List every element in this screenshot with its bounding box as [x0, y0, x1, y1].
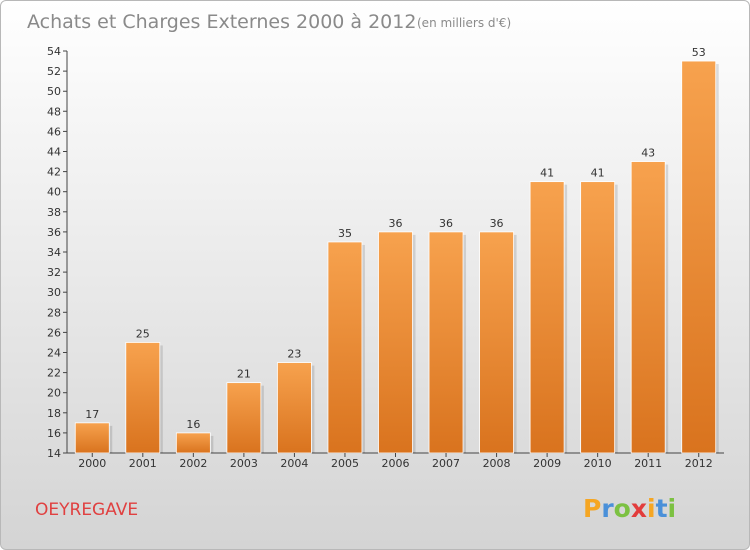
- value-label-2001: 25: [136, 327, 150, 340]
- y-tick-label: 18: [47, 407, 61, 420]
- x-tick-label-2008: 2008: [483, 457, 511, 470]
- logo-letter: t: [656, 494, 668, 523]
- bar-2004: [277, 362, 312, 454]
- x-tick-label-2011: 2011: [634, 457, 662, 470]
- logo-letter: o: [614, 494, 631, 523]
- proxiti-logo: Proxiti: [583, 494, 676, 523]
- x-tick-label-2004: 2004: [280, 457, 308, 470]
- x-tick-label-2002: 2002: [179, 457, 207, 470]
- y-tick-label: 28: [47, 306, 61, 319]
- logo-letter: x: [631, 494, 647, 523]
- y-tick-label: 34: [47, 246, 61, 259]
- y-ticks: 14 16 18 20 22 24 26 28 30 32 34 36 38 40 42 44 46 48 50 52…: [47, 45, 67, 460]
- x-tick-label-2007: 2007: [432, 457, 460, 470]
- value-label-2008: 36: [490, 217, 504, 230]
- value-label-2003: 21: [237, 368, 251, 381]
- x-tick-label-2005: 2005: [331, 457, 359, 470]
- logo-letter: i: [668, 494, 677, 523]
- bar-2012: [681, 60, 717, 454]
- bars: 17 25 16 21 23 35 36 36 36 41 41 43 53: [74, 46, 719, 454]
- x-tick-label-2009: 2009: [533, 457, 561, 470]
- x-tick-label-2012: 2012: [685, 457, 713, 470]
- bar-2005: [327, 241, 363, 454]
- bar-2007: [428, 231, 464, 454]
- y-tick-label: 36: [47, 226, 61, 239]
- y-tick-label: 32: [47, 266, 61, 279]
- y-tick-label: 46: [47, 125, 61, 138]
- bar-2003: [226, 382, 262, 454]
- x-tick-label-2000: 2000: [78, 457, 106, 470]
- value-label-2002: 16: [186, 418, 200, 431]
- y-tick-label: 16: [47, 427, 61, 440]
- logo-letter: P: [583, 494, 601, 523]
- bar-2010: [580, 181, 616, 454]
- y-tick-label: 22: [47, 367, 61, 380]
- y-tick-label: 42: [47, 166, 61, 179]
- y-tick-label: 20: [47, 387, 61, 400]
- bar-2001: [125, 342, 161, 454]
- x-ticks: 2000 2001 2002 2003 2004 2005 2006 2007 2008 2009…: [78, 453, 713, 470]
- y-tick-label: 52: [47, 65, 61, 78]
- y-tick-label: 50: [47, 85, 61, 98]
- value-label-2007: 36: [439, 217, 453, 230]
- value-label-2011: 43: [641, 147, 655, 160]
- y-tick-label: 30: [47, 286, 61, 299]
- y-tick-label: 24: [47, 347, 61, 360]
- bar-2002: [175, 432, 211, 454]
- value-label-2012: 53: [692, 46, 706, 59]
- chart-title: Achats et Charges Externes 2000 à 2012: [27, 11, 416, 33]
- commune-name: OEYREGAVE: [35, 500, 138, 520]
- y-tick-label: 38: [47, 206, 61, 219]
- bar-2006: [378, 231, 413, 454]
- y-tick-label: 44: [47, 146, 61, 159]
- x-tick-label-2010: 2010: [584, 457, 612, 470]
- bar-2000: [74, 422, 110, 454]
- y-tick-label: 14: [47, 447, 61, 460]
- bar-2008: [479, 231, 514, 454]
- y-tick-label: 40: [47, 186, 61, 199]
- logo-letter: r: [601, 494, 614, 523]
- bar-2011: [630, 161, 666, 454]
- value-label-2009: 41: [540, 167, 554, 180]
- y-tick-label: 26: [47, 326, 61, 339]
- x-tick-label-2003: 2003: [230, 457, 258, 470]
- value-label-2010: 41: [591, 167, 605, 180]
- value-label-2005: 35: [338, 227, 352, 240]
- logo-letter: i: [647, 494, 656, 523]
- y-tick-label: 54: [47, 45, 61, 58]
- value-label-2004: 23: [287, 348, 301, 361]
- value-label-2000: 17: [85, 408, 99, 421]
- x-tick-label-2006: 2006: [382, 457, 410, 470]
- bar-2009: [529, 181, 565, 454]
- value-label-2006: 36: [389, 217, 403, 230]
- y-tick-label: 48: [47, 105, 61, 118]
- x-tick-label-2001: 2001: [129, 457, 157, 470]
- chart-subtitle: (en milliers d'€): [417, 16, 511, 30]
